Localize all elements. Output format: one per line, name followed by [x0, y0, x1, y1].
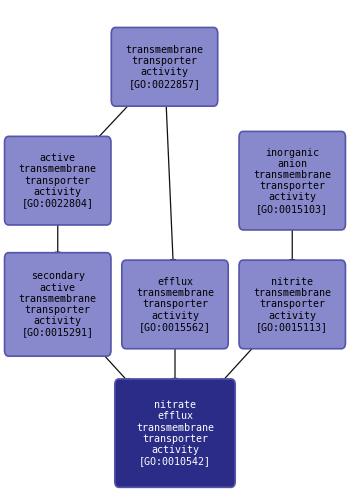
Text: active
transmembrane
transporter
activity
[GO:0022804]: active transmembrane transporter activit…	[19, 153, 97, 208]
FancyBboxPatch shape	[122, 260, 228, 348]
FancyBboxPatch shape	[5, 253, 111, 356]
FancyBboxPatch shape	[239, 260, 345, 348]
Text: inorganic
anion
transmembrane
transporter
activity
[GO:0015103]: inorganic anion transmembrane transporte…	[253, 148, 331, 214]
Text: transmembrane
transporter
activity
[GO:0022857]: transmembrane transporter activity [GO:0…	[126, 45, 203, 89]
FancyBboxPatch shape	[5, 137, 111, 225]
Text: secondary
active
transmembrane
transporter
activity
[GO:0015291]: secondary active transmembrane transport…	[19, 271, 97, 338]
FancyBboxPatch shape	[239, 132, 345, 230]
FancyBboxPatch shape	[111, 28, 218, 106]
FancyBboxPatch shape	[115, 379, 235, 487]
Text: nitrite
transmembrane
transporter
activity
[GO:0015113]: nitrite transmembrane transporter activi…	[253, 277, 331, 332]
Text: nitrate
efflux
transmembrane
transporter
activity
[GO:0010542]: nitrate efflux transmembrane transporter…	[136, 400, 214, 466]
Text: efflux
transmembrane
transporter
activity
[GO:0015562]: efflux transmembrane transporter activit…	[136, 277, 214, 332]
